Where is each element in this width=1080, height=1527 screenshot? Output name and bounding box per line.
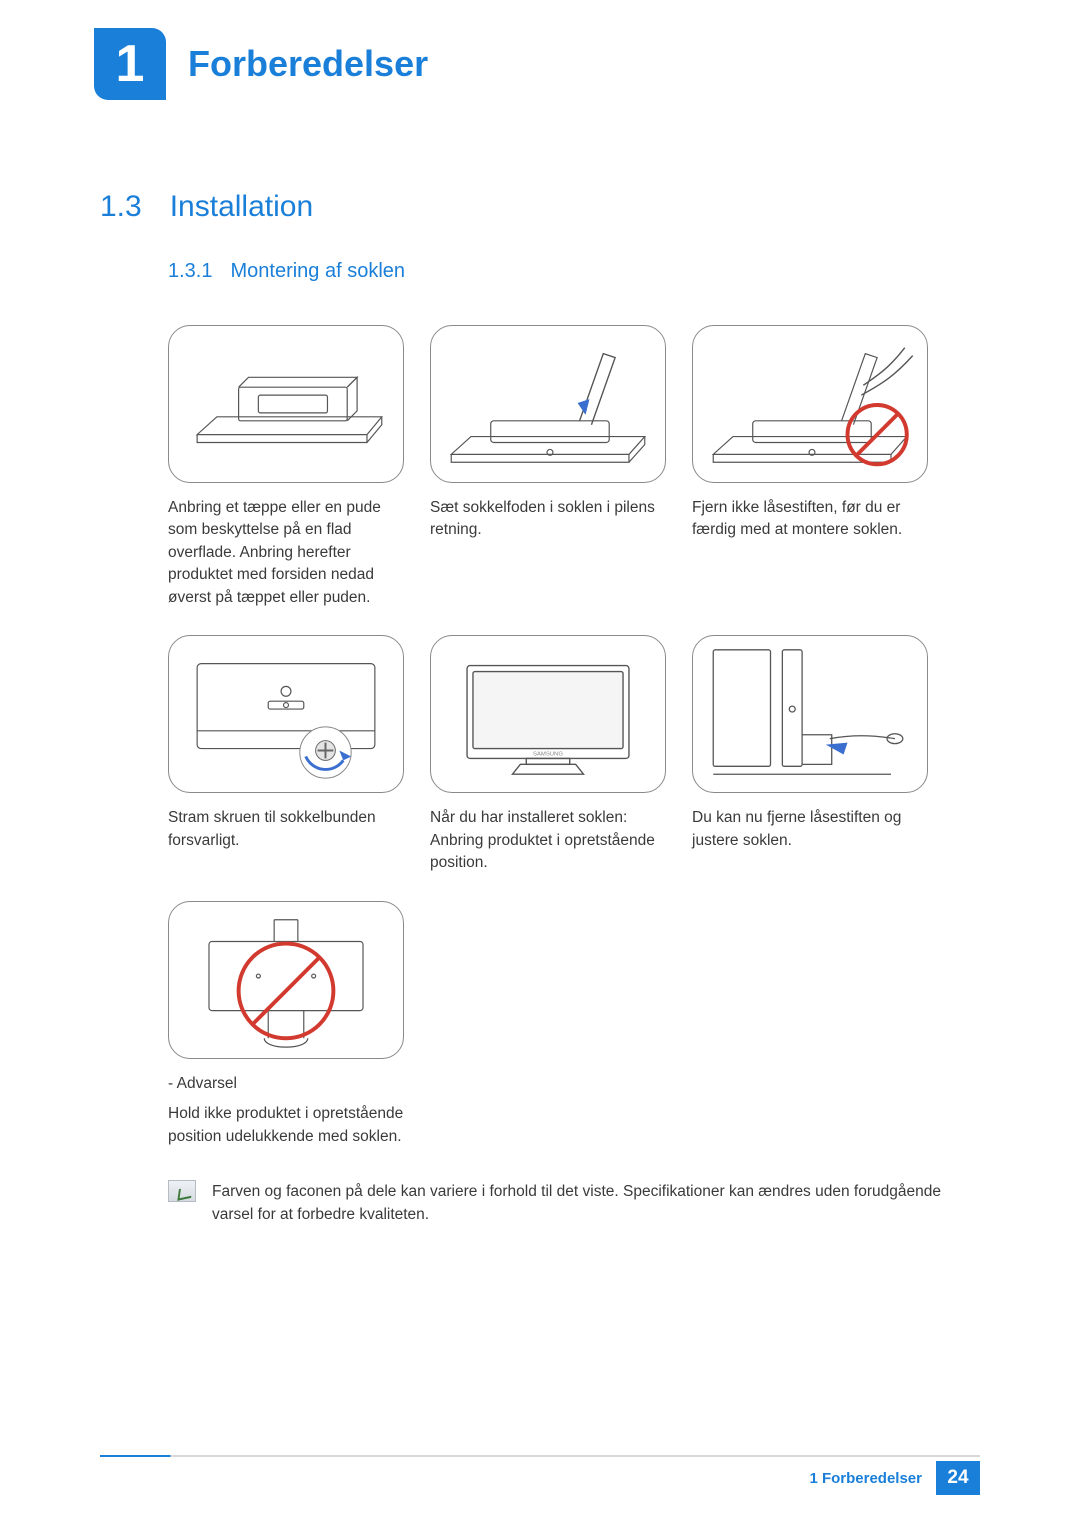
step-7-caption: - Advarsel Hold ikke produktet i opretst… (168, 1073, 404, 1148)
footer-label: 1 Forberedelser (809, 1470, 936, 1487)
step-7: - Advarsel Hold ikke produktet i opretst… (168, 901, 404, 1148)
footer-rule (100, 1455, 980, 1457)
step-7-figure (168, 901, 404, 1059)
step-6: Du kan nu fjerne låsestiften og justere … (692, 635, 928, 852)
step-7-prefix: - Advarsel (168, 1073, 404, 1095)
step-5: SAMSUNG Når du har installeret soklen: A… (430, 635, 666, 874)
step-2-caption: Sæt sokkelfoden i soklen i pilens retnin… (430, 497, 666, 542)
step-1-caption: Anbring et tæppe eller en pude som besky… (168, 497, 404, 609)
step-4-caption: Stram skruen til sokkelbunden forsvarlig… (168, 807, 404, 852)
step-2-figure (430, 325, 666, 483)
chapter-number: 1 (94, 28, 166, 100)
step-1: Anbring et tæppe eller en pude som besky… (168, 325, 404, 609)
step-2: Sæt sokkelfoden i soklen i pilens retnin… (430, 325, 666, 542)
footer: 1 Forberedelser 24 (0, 1455, 1080, 1495)
step-3-caption: Fjern ikke låsestiften, før du er færdig… (692, 497, 928, 542)
step-5-figure: SAMSUNG (430, 635, 666, 793)
footer-page-number: 24 (936, 1461, 980, 1495)
step-3-figure (692, 325, 928, 483)
svg-text:SAMSUNG: SAMSUNG (533, 752, 563, 758)
note-icon (168, 1180, 196, 1202)
chapter-title: Forberedelser (188, 43, 428, 85)
step-6-caption: Du kan nu fjerne låsestiften og justere … (692, 807, 928, 852)
note: Farven og faconen på dele kan variere i … (168, 1180, 980, 1227)
chapter-header: 1 Forberedelser (0, 0, 1080, 100)
section-number: 1.3 (100, 190, 142, 224)
step-4: Stram skruen til sokkelbunden forsvarlig… (168, 635, 404, 852)
step-5-caption: Når du har installeret soklen: Anbring p… (430, 807, 666, 874)
section-heading: 1.3 Installation (100, 190, 980, 224)
subsection-heading: 1.3.1 Montering af soklen (168, 260, 980, 283)
steps-grid: Anbring et tæppe eller en pude som besky… (168, 325, 980, 1148)
subsection-title: Montering af soklen (230, 260, 405, 283)
step-1-figure (168, 325, 404, 483)
step-4-figure (168, 635, 404, 793)
subsection-number: 1.3.1 (168, 260, 212, 283)
step-7-body: Hold ikke produktet i opretstående posit… (168, 1103, 404, 1148)
step-3: Fjern ikke låsestiften, før du er færdig… (692, 325, 928, 542)
step-6-figure (692, 635, 928, 793)
section-title: Installation (170, 190, 313, 224)
note-text: Farven og faconen på dele kan variere i … (212, 1180, 980, 1227)
chapter-badge: 1 (94, 28, 166, 100)
